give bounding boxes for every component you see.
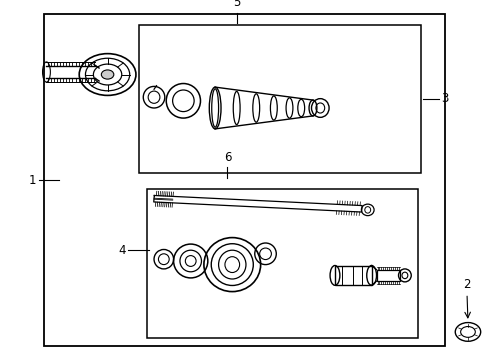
Bar bbox=[139, 25, 420, 173]
Bar bbox=[146, 189, 417, 338]
Bar bbox=[46, 66, 95, 78]
Bar bbox=[334, 265, 371, 285]
Bar bbox=[44, 14, 444, 346]
Polygon shape bbox=[153, 195, 362, 212]
Text: 1: 1 bbox=[28, 174, 36, 186]
Bar bbox=[376, 270, 399, 281]
Text: 5: 5 bbox=[233, 0, 241, 9]
Text: 6: 6 bbox=[223, 151, 231, 164]
Text: 4: 4 bbox=[118, 244, 125, 257]
Text: 3: 3 bbox=[441, 93, 448, 105]
Ellipse shape bbox=[101, 70, 114, 79]
Text: 2: 2 bbox=[462, 278, 470, 291]
